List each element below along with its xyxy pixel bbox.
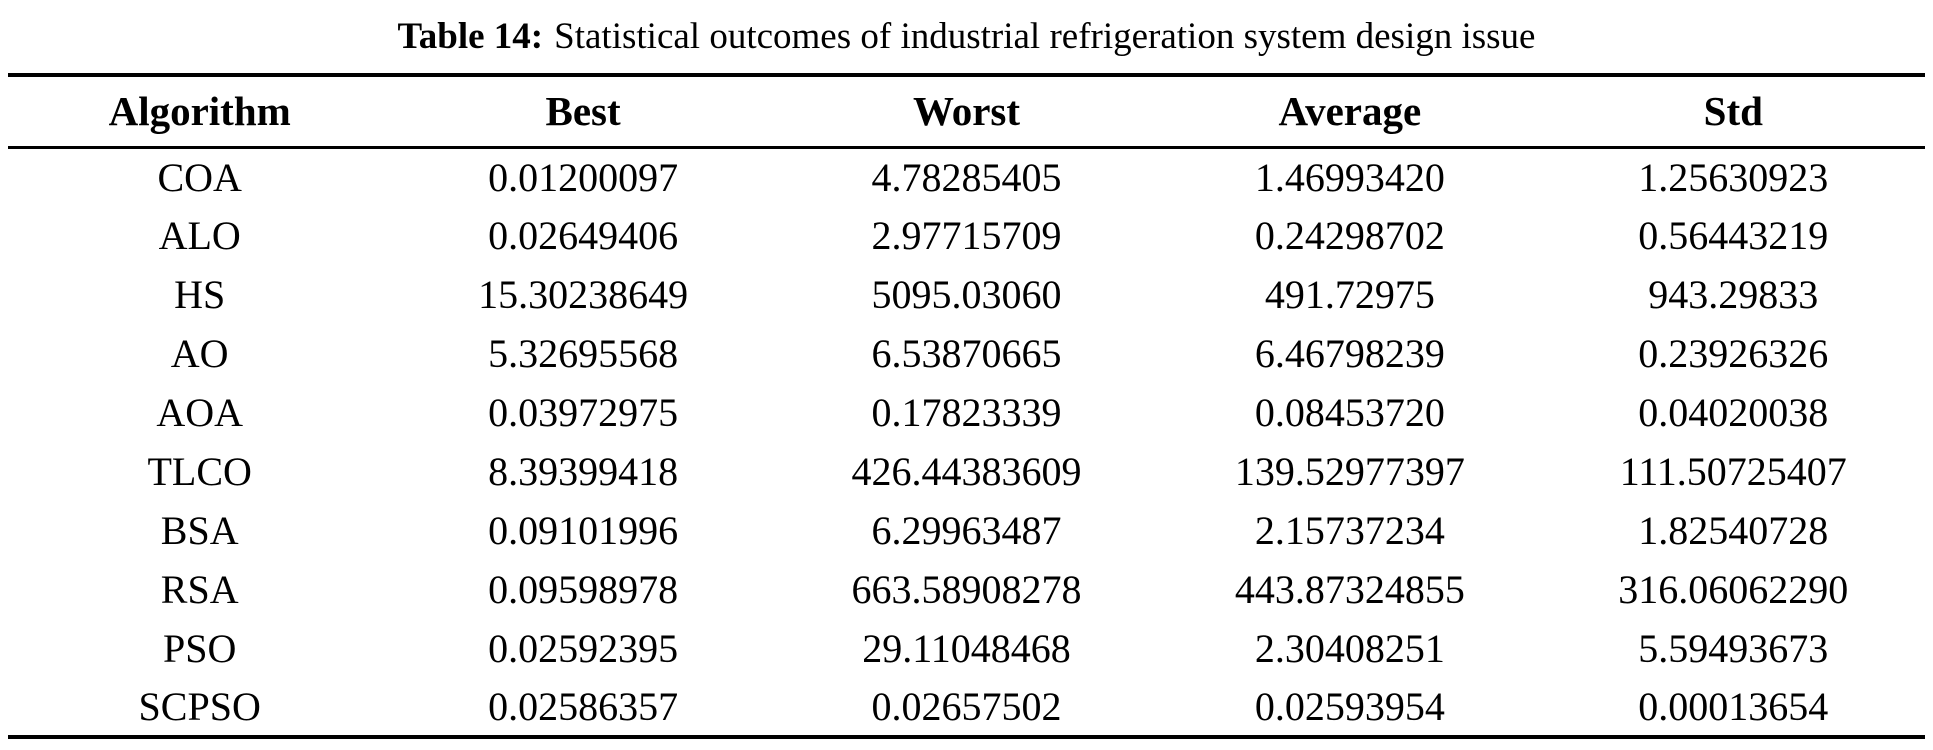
table-row: PSO 0.02592395 29.11048468 2.30408251 5.… (8, 619, 1925, 678)
cell-average: 491.72975 (1264, 272, 1435, 317)
cell-worst: 29.11048468 (862, 626, 1071, 671)
cell-worst: 4.78285405 (871, 154, 1062, 200)
column-header-worst: Worst (912, 88, 1020, 135)
cell-worst: 426.44383609 (851, 449, 1082, 494)
cell-algorithm: SCPSO (138, 684, 261, 729)
cell-algorithm: RSA (160, 567, 239, 612)
cell-average: 1.46993420 (1254, 154, 1445, 200)
cell-worst: 663.58908278 (851, 567, 1082, 612)
column-header-best: Best (545, 88, 621, 135)
table-row: RSA 0.09598978 663.58908278 443.87324855… (8, 560, 1925, 619)
column-header-algorithm: Algorithm (108, 88, 291, 135)
cell-algorithm: AOA (156, 390, 244, 435)
cell-worst: 2.97715709 (871, 213, 1062, 258)
cell-std: 0.56443219 (1638, 213, 1829, 258)
table-caption-text: Statistical outcomes of industrial refri… (554, 16, 1536, 57)
table-row: SCPSO 0.02586357 0.02657502 0.02593954 0… (8, 678, 1925, 737)
cell-best: 0.02592395 (488, 626, 679, 671)
cell-std: 0.23926326 (1638, 331, 1829, 376)
table-row: COA 0.01200097 4.78285405 1.46993420 1.2… (8, 147, 1925, 206)
table-header: Algorithm Best Worst Average Std (8, 75, 1925, 147)
table-row: BSA 0.09101996 6.29963487 2.15737234 1.8… (8, 501, 1925, 560)
cell-average: 139.52977397 (1234, 449, 1465, 494)
cell-best: 0.01200097 (488, 154, 679, 200)
cell-best: 0.09101996 (488, 508, 679, 553)
statistics-table: Algorithm Best Worst Average Std COA 0.0… (8, 73, 1925, 739)
cell-algorithm: AO (170, 331, 229, 376)
cell-best: 15.30238649 (478, 272, 689, 317)
cell-worst: 0.17823339 (871, 390, 1062, 435)
cell-average: 0.08453720 (1254, 390, 1445, 435)
cell-best: 8.39399418 (488, 449, 679, 494)
cell-best: 0.02586357 (488, 684, 679, 729)
cell-algorithm: HS (174, 272, 226, 317)
cell-average: 0.02593954 (1254, 684, 1445, 729)
cell-average: 2.30408251 (1254, 626, 1445, 671)
cell-worst: 6.29963487 (871, 508, 1062, 553)
cell-std: 0.04020038 (1638, 390, 1829, 435)
cell-best: 0.03972975 (488, 390, 679, 435)
column-header-std: Std (1703, 88, 1763, 135)
table-caption-label: Table 14: (397, 16, 544, 57)
cell-algorithm: PSO (163, 626, 237, 671)
cell-std: 943.29833 (1648, 272, 1819, 317)
cell-std: 0.00013654 (1638, 684, 1829, 729)
table-row: TLCO 8.39399418 426.44383609 139.5297739… (8, 442, 1925, 501)
cell-average: 443.87324855 (1234, 567, 1465, 612)
cell-std: 1.82540728 (1638, 508, 1829, 553)
cell-best: 5.32695568 (488, 331, 679, 376)
cell-average: 2.15737234 (1254, 508, 1445, 553)
cell-std: 316.06062290 (1618, 567, 1849, 612)
cell-worst: 5095.03060 (871, 272, 1062, 317)
column-header-average: Average (1278, 88, 1422, 135)
cell-std: 1.25630923 (1638, 154, 1829, 200)
table-caption: Table 14: Statistical outcomes of indust… (0, 0, 1933, 73)
cell-std: 111.50725407 (1619, 449, 1847, 494)
table-row: AO 5.32695568 6.53870665 6.46798239 0.23… (8, 324, 1925, 383)
header-row: Algorithm Best Worst Average Std (8, 75, 1925, 147)
table-row: AOA 0.03972975 0.17823339 0.08453720 0.0… (8, 383, 1925, 442)
cell-std: 5.59493673 (1638, 626, 1829, 671)
cell-worst: 0.02657502 (871, 684, 1062, 729)
table-row: ALO 0.02649406 2.97715709 0.24298702 0.5… (8, 206, 1925, 265)
cell-algorithm: ALO (158, 213, 241, 258)
cell-average: 0.24298702 (1254, 213, 1445, 258)
table-body: COA 0.01200097 4.78285405 1.46993420 1.2… (8, 147, 1925, 737)
cell-algorithm: BSA (160, 508, 239, 553)
cell-best: 0.02649406 (488, 213, 679, 258)
cell-algorithm: COA (157, 154, 242, 200)
cell-algorithm: TLCO (147, 449, 252, 494)
cell-best: 0.09598978 (488, 567, 679, 612)
cell-average: 6.46798239 (1254, 331, 1445, 376)
table-row: HS 15.30238649 5095.03060 491.72975 943.… (8, 265, 1925, 324)
cell-worst: 6.53870665 (871, 331, 1062, 376)
